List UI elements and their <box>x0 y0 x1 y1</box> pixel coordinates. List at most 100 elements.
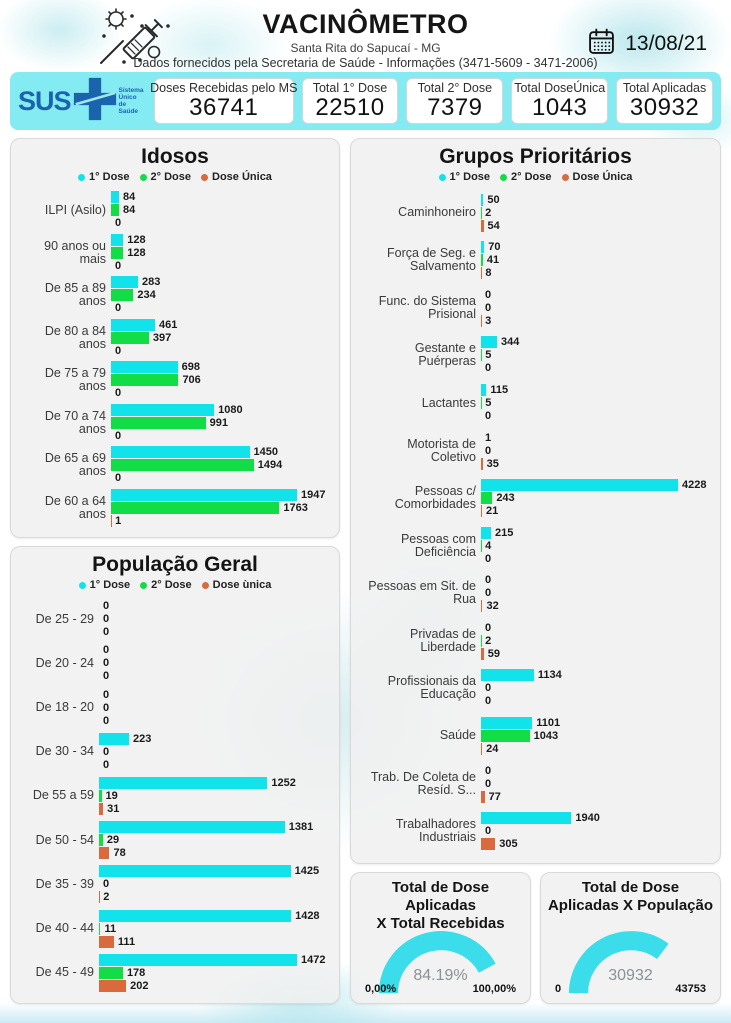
bar-line: 344 <box>481 336 678 349</box>
chart-row: Trab. De Coleta de Resíd. S... 0 0 77 <box>359 764 712 803</box>
value-label: 1940 <box>575 812 600 825</box>
legend-label: 2° Dose <box>150 171 192 183</box>
bar-line: 4228 <box>481 479 706 492</box>
bar-line: 0 <box>99 745 297 758</box>
bar-line: 1101 <box>481 716 678 729</box>
dose-unica-bar <box>99 935 114 948</box>
value-label: 0 <box>103 878 110 891</box>
value-label: 1425 <box>294 865 320 878</box>
category-label: De 55 a 59 <box>32 788 94 803</box>
category-label: De 45 - 49 <box>35 965 94 980</box>
chart-legend: 1° Dose 2° Dose Dose Única <box>19 171 331 183</box>
value-label: 4 <box>485 539 492 552</box>
bar-line: 54 <box>481 219 678 232</box>
bar-line: 0 <box>481 621 678 634</box>
header: VACINÔMETRO Santa Rita do Sapucaí - MG D… <box>10 4 721 70</box>
category-label: De 35 - 39 <box>35 876 94 891</box>
dose2-bar <box>111 459 254 472</box>
chart-row: De 85 a 89 anos 283 234 0 <box>19 276 331 315</box>
dose2-bar <box>111 289 134 302</box>
value-label: 0 <box>103 670 110 683</box>
legend-dot-icon <box>78 173 86 181</box>
bar-line: 243 <box>481 492 678 505</box>
value-label: 461 <box>159 318 178 331</box>
page-info: Dados fornecidos pela Secretaria de Saúd… <box>133 56 598 70</box>
bar-line: 1 <box>111 514 297 527</box>
dose1-bar <box>111 233 124 246</box>
bar-line: 2 <box>481 634 678 647</box>
value-label: 1101 <box>536 716 561 729</box>
chart-row: Func. do Sistema Prisional 0 0 3 <box>359 288 712 327</box>
chart-title: Grupos Prioritários <box>439 145 632 168</box>
legend-label: 2° Dose <box>511 171 552 183</box>
bar-line: 0 <box>99 878 297 891</box>
stat-card-doses-recebidas: Doses Recebidas pelo MS 36741 <box>150 78 297 124</box>
stat-label: Total DoseÚnica <box>514 80 606 95</box>
value-label: 0 <box>115 472 122 485</box>
category-label: De 20 - 24 <box>35 655 94 670</box>
category-bars: 1428 11 111 <box>99 909 331 948</box>
category-label: Saúde <box>439 728 476 743</box>
dose-unica-bar <box>99 802 104 815</box>
legend-item: Dose Única <box>561 171 632 183</box>
value-label: 128 <box>127 233 146 246</box>
stat-card-total-aplicadas: Total Aplicadas 30932 <box>616 78 713 124</box>
value-label: 59 <box>487 647 500 660</box>
value-label: 0 <box>103 688 110 701</box>
stat-card-dose-unica: Total DoseÚnica 1043 <box>511 78 609 124</box>
bar-line: 0 <box>99 688 297 701</box>
dose1-bar <box>481 526 492 539</box>
category-bars: 215 4 0 <box>481 526 712 565</box>
value-label: 0 <box>103 745 110 758</box>
value-label: 41 <box>486 254 500 267</box>
gauge-aplicadas-x-recebidas: Total de Dose Aplicadas X Total Recebida… <box>350 872 531 1004</box>
dose2-bar <box>111 501 280 514</box>
chart-row: Pessoas com Deficiência 215 4 0 <box>359 526 712 565</box>
dose1-bar <box>481 669 534 682</box>
gauge-title: Total de Dose Aplicadas X Total Recebida… <box>376 879 505 932</box>
category-bars: 344 5 0 <box>481 336 712 375</box>
chart-row: De 70 a 74 anos 1080 991 0 <box>19 403 331 442</box>
bar-line: 32 <box>481 600 678 613</box>
dose2-bar <box>481 729 530 742</box>
value-label: 21 <box>485 505 499 518</box>
category-bars: 84 84 0 <box>111 191 331 230</box>
chart-row: 90 anos ou mais 128 128 0 <box>19 233 331 272</box>
dose1-bar <box>111 361 178 374</box>
chart-row: Força de Seg. e Salvamento 70 41 8 <box>359 241 712 280</box>
chart-row: De 30 - 34 223 0 0 <box>19 732 331 771</box>
value-label: 991 <box>209 416 229 429</box>
value-label: 1 <box>115 514 122 527</box>
bar-line: 50 <box>481 193 678 206</box>
chart-row: De 50 - 54 1381 29 78 <box>19 821 331 860</box>
chart-row: Pessoas em Sit. de Rua 0 0 32 <box>359 574 712 613</box>
bar-line: 0 <box>481 574 678 587</box>
dose1-bar <box>481 812 572 825</box>
value-label: 0 <box>485 682 492 695</box>
chart-row: Trabalhadores Industriais 1940 0 305 <box>359 812 712 851</box>
value-label: 0 <box>103 701 110 714</box>
chart-title: Idosos <box>141 145 209 168</box>
stat-label: Total 2° Dose <box>417 80 493 95</box>
category-label: Func. do Sistema Prisional <box>378 293 476 321</box>
category-bars: 1080 991 0 <box>111 403 331 442</box>
bar-line: 70 <box>481 241 678 254</box>
gauge-arc <box>378 931 496 994</box>
dose2-bar <box>99 789 102 802</box>
bar-line: 0 <box>99 758 297 771</box>
category-label: ILPI (Asilo) <box>44 202 106 217</box>
dose2-bar <box>99 966 123 979</box>
category-bars: 70 41 8 <box>481 241 712 280</box>
bar-line: 0 <box>111 217 297 230</box>
chart-legend: 1° Dose 2° Dose Dose ùnica <box>19 579 331 591</box>
dose2-bar <box>111 374 179 387</box>
legend-dot-icon <box>201 173 209 181</box>
dose-unica-bar <box>481 505 482 518</box>
bar-line: 0 <box>111 302 297 315</box>
chart-row: De 18 - 20 0 0 0 <box>19 688 331 727</box>
value-label: 0 <box>115 259 122 272</box>
stat-label: Doses Recebidas pelo MS <box>150 80 298 95</box>
syringe-virus-icon <box>94 6 186 73</box>
category-label: De 60 a 64 anos <box>44 493 106 521</box>
chart-row: De 45 - 49 1472 178 202 <box>19 953 331 992</box>
